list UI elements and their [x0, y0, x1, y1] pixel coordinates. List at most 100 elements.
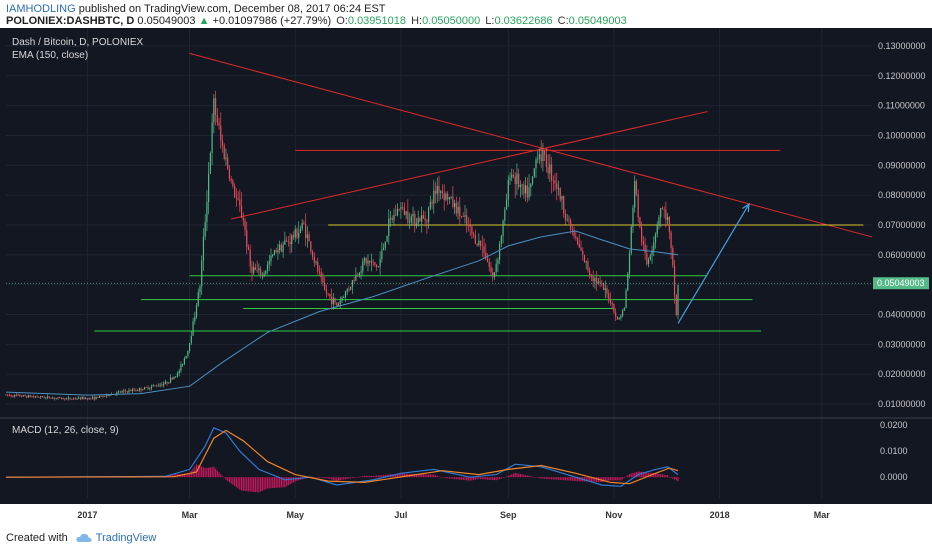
histogram-bar [379, 475, 381, 478]
footer: Created with TradingView [6, 532, 156, 544]
histogram-bar [673, 477, 676, 480]
histogram-bar [337, 477, 340, 481]
histogram-bar [552, 477, 554, 480]
histogram-bar [382, 475, 385, 478]
histogram-bar [646, 472, 648, 478]
histogram-bar [497, 477, 499, 480]
candle-body [239, 199, 241, 206]
histogram-bar [653, 473, 655, 478]
candle-body [322, 277, 324, 283]
histogram-bar [185, 473, 187, 478]
candle-body [244, 220, 246, 231]
candle-body [538, 154, 541, 159]
candle-body [225, 157, 227, 159]
candle-body [646, 253, 648, 265]
price-axis[interactable]: 0.13000000 0.12000000 0.11000000 0.10000000… [873, 41, 929, 409]
chart-title: Dash / Bitcoin, D, POLONIEX [12, 37, 143, 48]
candle-body [100, 395, 102, 397]
tradingview-logo[interactable]: TradingView [76, 532, 156, 544]
candle-body [376, 264, 378, 268]
histogram-bar [429, 474, 431, 478]
histogram-bar [459, 477, 461, 480]
candle-body [673, 265, 676, 295]
histogram-bar [660, 474, 662, 478]
candle-body [154, 385, 156, 387]
candle-body [169, 377, 172, 383]
histogram-bar [481, 477, 483, 480]
histogram-bar [668, 477, 670, 478]
histogram-bar [440, 477, 442, 478]
candle-body [665, 209, 667, 220]
candle-body [187, 350, 189, 356]
histogram-bar [419, 474, 421, 478]
chart-canvas[interactable]: 0.13000000 0.12000000 0.11000000 0.10000000… [0, 28, 932, 526]
time-axis[interactable]: 2017 Mar May Jul Sep Nov 2018 Mar [0, 504, 932, 526]
price-tick-label: 0.10000000 [878, 130, 926, 140]
histogram-bar [201, 466, 203, 478]
histogram-bar [547, 477, 549, 480]
candle-body [424, 218, 426, 221]
candle-body [140, 388, 142, 391]
histogram-bar [516, 473, 518, 478]
macd-axis[interactable]: 0.0200 0.0100 0.0000 [880, 420, 908, 482]
time-tick-label: May [286, 510, 304, 520]
candle-body [500, 235, 502, 244]
signal-line [5, 429, 679, 485]
histogram-bar [329, 477, 331, 479]
candle-body [448, 197, 450, 200]
time-tick-label: Nov [605, 510, 622, 520]
histogram-bar [568, 477, 570, 481]
candle-body [195, 305, 198, 317]
candle-body [599, 281, 601, 283]
candle-body [284, 240, 286, 245]
histogram-bar [421, 474, 423, 478]
histogram-bar [426, 474, 428, 478]
candle-body [502, 220, 504, 236]
candle-body [627, 273, 629, 291]
candle-body [202, 236, 205, 261]
candle-body [104, 395, 106, 397]
candle-body [235, 196, 237, 199]
candle-body [149, 388, 151, 389]
candle-body [412, 213, 414, 217]
histogram-bar [369, 475, 371, 478]
candle-body [57, 397, 59, 399]
candle-body [635, 181, 638, 195]
candle-body [348, 289, 350, 291]
candle-body [360, 271, 362, 273]
histogram-bar [208, 467, 210, 478]
candle-body [570, 220, 572, 230]
candle-body [464, 215, 466, 217]
candle-body [488, 261, 490, 267]
last-price-tag-label: 0.05049003 [877, 278, 925, 288]
candle-body [131, 389, 134, 392]
histogram-bar [564, 477, 567, 481]
histogram-bar [313, 477, 315, 478]
histogram-bar [242, 477, 244, 491]
candle-body [204, 221, 206, 237]
histogram-bar [464, 477, 466, 481]
candle-body [606, 288, 608, 294]
candle-body [150, 386, 153, 389]
candle-body [518, 173, 520, 188]
candle-body [192, 321, 194, 336]
histogram-bar [486, 477, 489, 480]
histogram-bar [630, 473, 632, 478]
published-text: published on TradingView.com, December 0… [78, 3, 386, 15]
histogram-bar [594, 477, 596, 482]
histogram-bar [256, 477, 258, 493]
time-tick-label: Mar [814, 510, 831, 520]
candle-body [490, 266, 492, 273]
candle-body [199, 286, 201, 293]
candle-body [121, 391, 123, 393]
histogram-bar [221, 476, 224, 478]
histogram-bar [270, 477, 272, 489]
candle-body [334, 298, 336, 303]
histogram-bar [549, 477, 551, 480]
author-link[interactable]: IAMHODLING [6, 3, 76, 15]
histogram-bar [490, 477, 492, 480]
histogram-bar [360, 476, 362, 478]
histogram-bar [493, 477, 496, 481]
candle-body [474, 235, 476, 244]
histogram-bar [596, 477, 598, 482]
